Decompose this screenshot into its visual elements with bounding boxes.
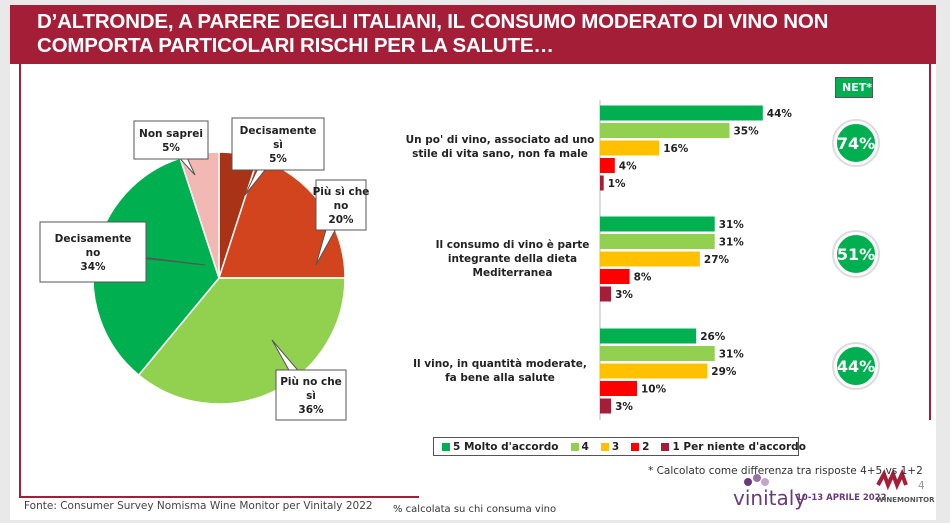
- bar-value-label: 3%: [615, 289, 633, 301]
- page-title: D’ALTRONDE, A PARERE DEGLI ITALIANI, IL …: [37, 10, 829, 57]
- bar: [600, 286, 612, 302]
- net-value: 44%: [837, 357, 875, 376]
- bar: [600, 158, 615, 173]
- pie-callout: Più no che sì 36%: [271, 339, 347, 421]
- pie-callout: Non saprei 5%: [133, 120, 209, 176]
- net-circle-ring: [832, 119, 880, 167]
- legend-label: 3: [611, 440, 620, 453]
- legend-swatch: [631, 442, 640, 451]
- frame-right: [929, 64, 931, 420]
- pie-label: Più sì che: [313, 186, 370, 198]
- bar-value-label: 10%: [641, 384, 667, 396]
- legend-item: 4: [570, 440, 589, 453]
- net-header: NET*: [835, 77, 873, 98]
- legend-swatch: [570, 442, 579, 451]
- pie-label: no: [86, 247, 101, 259]
- net-value: 74%: [837, 134, 875, 153]
- bar: [600, 328, 697, 344]
- net-circle: [835, 233, 877, 275]
- bar: [600, 346, 715, 361]
- vinitaly-logo-dot: [761, 478, 769, 486]
- winemonitor-logo-mark: [876, 468, 908, 491]
- vinitaly-logo-dot: [744, 478, 752, 486]
- bar-value-label: 31%: [719, 349, 745, 361]
- category-label: Un po' di vino, associato ad uno stile d…: [405, 134, 595, 160]
- frame-bottom: [19, 496, 419, 498]
- vinitaly-logo: vinitaly: [733, 486, 807, 510]
- bar-value-label: 8%: [634, 272, 652, 284]
- pie-label: Decisamente: [240, 125, 317, 137]
- legend-label: 2: [642, 440, 650, 453]
- legend-item: 3: [600, 440, 620, 453]
- bar: [600, 216, 715, 232]
- bar: [600, 123, 730, 138]
- legend-label: 5 Molto d'accordo: [453, 440, 559, 453]
- legend-item: 1 Per niente d'accordo: [661, 440, 806, 453]
- pie-label: Più no che: [280, 376, 342, 388]
- bar: [600, 234, 715, 249]
- bar: [600, 269, 630, 284]
- pie-callout: Decisamente no 34%: [39, 221, 206, 283]
- net-circle-ring: [832, 342, 880, 390]
- legend-label: 1 Per niente d'accordo: [672, 440, 806, 453]
- bar-value-label: 27%: [704, 254, 730, 266]
- base-note: % calcolata su chi consuma vino: [393, 504, 557, 515]
- bar: [600, 140, 660, 156]
- category-label: Il vino, in quantità moderate, fa bene a…: [413, 358, 587, 384]
- legend-item: 2: [631, 441, 649, 453]
- bar-value-label: 26%: [700, 331, 726, 343]
- net-value: 51%: [837, 245, 875, 264]
- title-banner: [10, 5, 936, 64]
- net-circle: [835, 122, 877, 164]
- page-number: 4: [918, 480, 925, 492]
- winemonitor-logo: WINEMONITOR: [876, 496, 935, 504]
- pie-label: 20%: [328, 214, 354, 226]
- bar: [600, 398, 612, 414]
- bar-value-label: 1%: [608, 178, 626, 190]
- bar-value-label: 29%: [711, 366, 737, 378]
- bar-value-label: 31%: [719, 237, 745, 249]
- pie-label: no: [334, 200, 349, 212]
- bar-value-label: 35%: [734, 126, 760, 138]
- bar-value-label: 4%: [619, 161, 637, 173]
- pie-label: Decisamente: [55, 233, 132, 245]
- source: Fonte: Consumer Survey Nomisma Wine Moni…: [24, 500, 373, 512]
- pie-label: sì: [273, 139, 283, 151]
- pie-label: sì: [306, 390, 316, 402]
- legend-swatch: [442, 442, 450, 451]
- pie-label: 5%: [269, 153, 287, 165]
- legend-swatch: [600, 442, 609, 451]
- frame-left: [19, 64, 21, 498]
- category-label: Il consumo di vino è parte integrante de…: [435, 239, 590, 279]
- bar: [600, 105, 763, 121]
- bar: [600, 175, 604, 191]
- pie-label: 36%: [298, 404, 324, 416]
- pie-label: 5%: [162, 142, 180, 154]
- bar-value-label: 44%: [767, 108, 793, 120]
- event-dates: 10-13 APRILE 2022: [796, 493, 887, 503]
- pie-callout: Più sì che no 20%: [313, 179, 370, 266]
- legend: 5 Molto d'accordo 4 3 2 1 Per niente d'accor…: [433, 437, 806, 456]
- bar: [600, 251, 700, 267]
- vinitaly-logo-dot: [753, 474, 761, 482]
- net-circle: [835, 345, 877, 387]
- bar: [600, 381, 637, 396]
- legend-item: 5 Molto d'accordo: [442, 441, 559, 453]
- legend-swatch: [661, 442, 670, 451]
- bar: [600, 363, 708, 379]
- footnote: * Calcolato come differenza tra risposte…: [648, 465, 923, 477]
- bar-value-label: 31%: [719, 219, 745, 231]
- pie-callout: Decisamente sì 5%: [231, 117, 325, 196]
- bar-value-label: 3%: [615, 401, 633, 413]
- net-circle-ring: [832, 230, 880, 278]
- pie-label: Non saprei: [139, 128, 203, 140]
- bar-value-label: 16%: [663, 143, 689, 155]
- legend-label: 4: [581, 440, 589, 453]
- pie-label: 34%: [80, 261, 106, 273]
